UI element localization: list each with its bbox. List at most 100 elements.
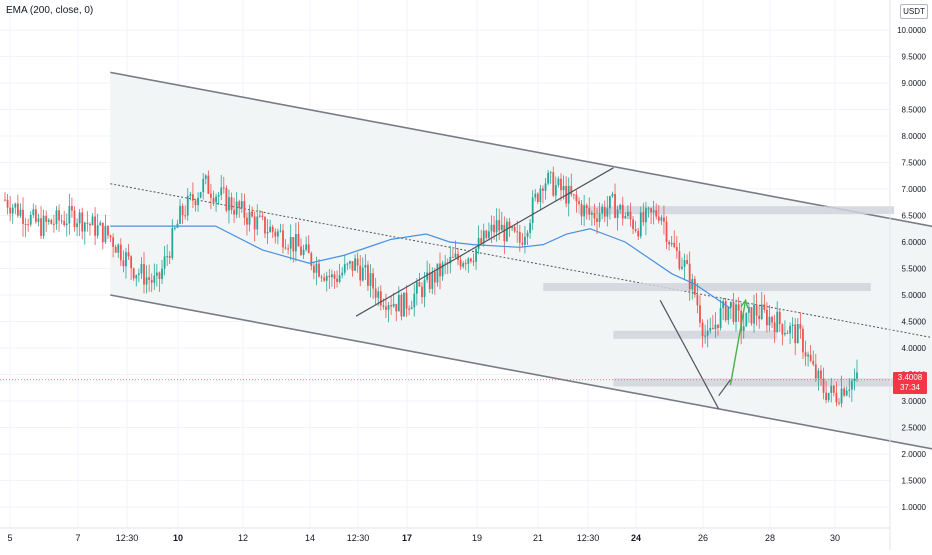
candle-body (817, 370, 820, 379)
candle-body (333, 274, 336, 279)
candle-body (202, 178, 205, 193)
candle-body (220, 187, 223, 196)
currency-badge[interactable]: USDT (900, 4, 928, 19)
candle-body (557, 178, 560, 186)
indicator-label[interactable]: EMA (200, close, 0) (6, 5, 94, 16)
candle-body (302, 249, 305, 256)
candle-body (179, 205, 181, 224)
candle-body (467, 258, 470, 264)
candle-body (714, 324, 717, 330)
y-tick-label: 1.0000 (902, 503, 927, 512)
candle-body (766, 309, 768, 326)
candle-body (222, 187, 225, 189)
candle-body (485, 230, 488, 238)
candle-body (753, 304, 755, 324)
candle-body (791, 324, 794, 326)
y-tick-label: 1.5000 (902, 477, 927, 486)
candle-body (593, 213, 596, 219)
x-tick-label: 12:30 (116, 533, 139, 543)
candle-body (843, 388, 846, 396)
candle-body (585, 205, 588, 208)
y-tick-label: 9.5000 (902, 53, 927, 62)
candle-body (14, 203, 17, 208)
candle-body (678, 250, 681, 269)
candle-body (809, 354, 812, 361)
y-tick-label: 2.5000 (902, 424, 927, 433)
candle-body (542, 188, 544, 191)
candle-body (498, 220, 501, 231)
candle-body (369, 273, 372, 286)
candle-body (493, 224, 495, 233)
candle-body (109, 235, 112, 238)
x-tick-label: 19 (472, 533, 482, 543)
candle-body (814, 364, 817, 379)
projection-arrow-line (729, 300, 747, 386)
candle-body (737, 304, 740, 311)
ema-line (110, 225, 731, 309)
candle-body (614, 194, 616, 218)
zones (543, 206, 918, 387)
candle-body (583, 205, 586, 217)
candle-body (101, 222, 104, 243)
candle-body (426, 272, 429, 280)
channel-lower-line (110, 294, 932, 450)
candle-body (464, 263, 467, 265)
candle-body (210, 193, 212, 198)
candle-body (320, 276, 323, 278)
candle-body (86, 222, 89, 224)
candle-body (747, 307, 750, 313)
candle-body (500, 224, 503, 231)
candle-body (727, 307, 730, 321)
candle-body (691, 279, 694, 290)
candle-body (163, 256, 166, 269)
candle-body (63, 220, 66, 226)
candle-body (392, 303, 395, 307)
candle-body (647, 208, 650, 210)
candle-body (421, 286, 423, 298)
candle-body (796, 324, 799, 344)
candle-body (6, 199, 9, 208)
candle-body (387, 305, 390, 310)
candle-body (148, 277, 151, 280)
candle-body (400, 295, 403, 317)
candle-body (812, 360, 815, 365)
candle-body (696, 294, 699, 306)
candle-body (379, 291, 382, 306)
candle-body (215, 196, 217, 203)
candle-body (346, 263, 349, 265)
candle-body (776, 311, 779, 332)
candle-body (364, 264, 367, 268)
candle-body (627, 211, 629, 217)
candle-body (83, 222, 86, 232)
candle-body (624, 216, 627, 219)
candle-body (325, 275, 328, 281)
x-tick-label: 5 (7, 533, 12, 543)
candle-body (709, 327, 712, 331)
candle-body (745, 312, 748, 327)
candle-body (91, 216, 94, 226)
candle-body (616, 209, 619, 218)
candle-body (804, 352, 807, 357)
candle-body (305, 244, 308, 250)
candle-body (755, 304, 758, 316)
candle-body (760, 304, 763, 320)
candle-body (740, 310, 743, 332)
candle-body (212, 197, 215, 203)
x-tick-label: 14 (305, 533, 315, 543)
candle-body (76, 223, 78, 228)
candle-body (601, 207, 604, 214)
ema-line-path (110, 225, 731, 309)
candle-body (539, 188, 542, 203)
candle-body (488, 231, 490, 238)
candle-body (513, 226, 516, 232)
candle-body (11, 207, 14, 214)
candle-body (681, 266, 683, 269)
candle-body (184, 215, 187, 217)
candle-body (78, 212, 81, 224)
candle-body (711, 327, 714, 330)
candle-body (16, 203, 19, 216)
candle-body (47, 219, 50, 222)
candle-body (771, 316, 773, 323)
